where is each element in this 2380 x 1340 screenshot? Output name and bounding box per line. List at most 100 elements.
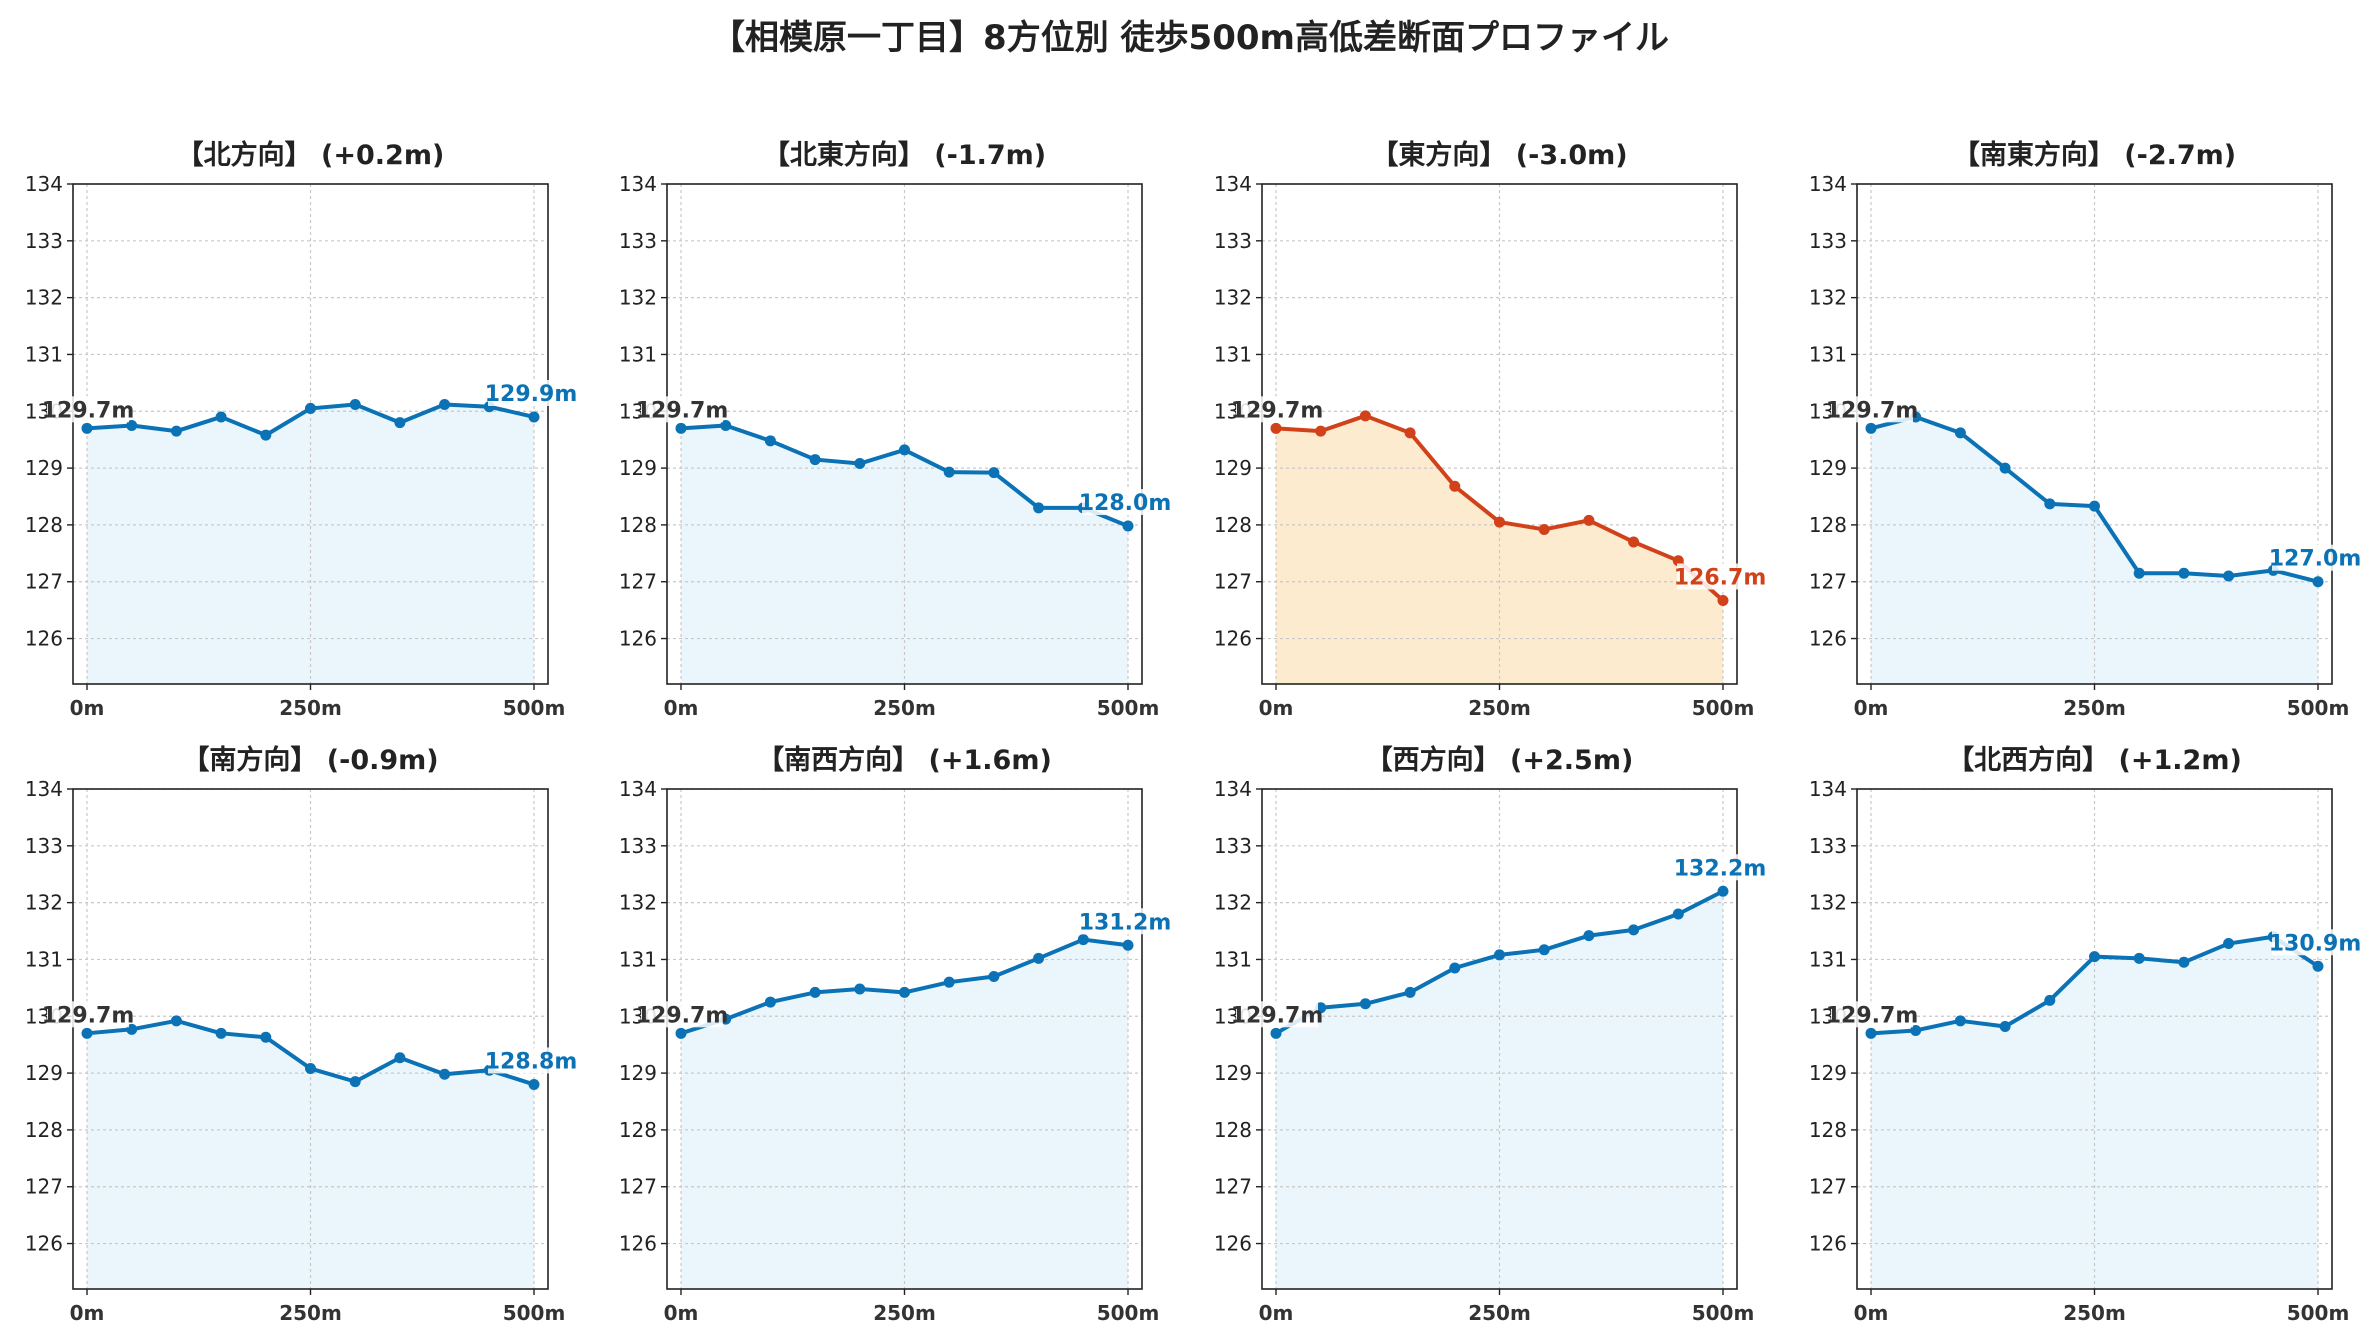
data-point: [1672, 908, 1684, 920]
data-point: [170, 1015, 182, 1027]
data-point: [1910, 1024, 1922, 1036]
data-point: [2089, 500, 2100, 512]
y-tick-label: 134: [25, 777, 63, 801]
y-tick-label: 126: [619, 627, 657, 651]
y-tick-label: 132: [619, 286, 657, 310]
start-value-label: 129.7m: [42, 398, 135, 423]
subplot-title: 【南方向】 (-0.9m): [182, 744, 438, 776]
y-tick-label: 131: [1214, 342, 1252, 366]
y-tick-label: 126: [1214, 627, 1252, 651]
y-tick-label: 134: [1214, 777, 1252, 801]
end-value-label: 129.9m: [485, 382, 578, 407]
data-point: [764, 996, 776, 1008]
subplot-title: 【南西方向】 (+1.6m): [757, 744, 1052, 776]
y-tick-label: 131: [619, 947, 657, 971]
data-point: [1538, 523, 1550, 535]
y-tick-label: 129: [25, 1061, 63, 1085]
data-point: [854, 458, 866, 470]
y-tick-label: 128: [25, 1118, 63, 1142]
y-tick-label: 127: [1214, 1175, 1252, 1199]
y-tick-label: 128: [1214, 513, 1252, 537]
subplot-title: 【南東方向】 (-2.7m): [1953, 139, 2236, 171]
end-value-label: 130.9m: [2269, 931, 2362, 956]
end-label-bg: [1082, 489, 1168, 516]
data-point: [1270, 1027, 1282, 1039]
end-label-bg: [488, 379, 574, 406]
y-tick-label: 126: [1809, 627, 1847, 651]
y-tick-label: 134: [1809, 777, 1847, 801]
x-tick-label: 250m: [873, 1301, 936, 1325]
data-point: [1583, 514, 1595, 526]
x-tick-label: 0m: [1259, 1301, 1294, 1325]
data-point: [2178, 956, 2190, 968]
y-tick-label: 126: [1214, 1232, 1252, 1256]
y-tick-label: 134: [25, 172, 63, 196]
data-point: [1865, 422, 1877, 434]
data-point: [305, 1063, 316, 1075]
y-tick-label: 126: [25, 627, 63, 651]
data-point: [394, 417, 406, 429]
data-point: [764, 435, 776, 447]
y-tick-label: 127: [1809, 570, 1847, 594]
x-tick-label: 0m: [1854, 1301, 1889, 1325]
y-tick-label: 129: [1809, 1061, 1847, 1085]
data-point: [215, 411, 227, 423]
data-point: [1033, 952, 1045, 964]
end-value-label: 127.0m: [2269, 547, 2362, 572]
y-tick-label: 126: [25, 1232, 63, 1256]
data-point: [943, 466, 955, 478]
end-value-label: 131.2m: [1079, 910, 1172, 935]
y-tick-label: 133: [25, 834, 63, 858]
data-point: [1717, 885, 1729, 897]
data-point: [809, 986, 821, 998]
y-tick-label: 129: [1214, 456, 1252, 480]
data-point: [528, 1078, 540, 1090]
data-point: [1315, 425, 1327, 437]
start-label-bg: [47, 396, 129, 423]
data-point: [1538, 944, 1550, 956]
end-label-bg: [2272, 929, 2358, 956]
data-point: [1954, 1015, 1966, 1027]
subplot-title: 【西方向】 (+2.5m): [1366, 744, 1634, 776]
y-tick-label: 132: [1214, 891, 1252, 915]
end-value-label: 128.0m: [1079, 491, 1172, 516]
end-label-bg: [1677, 854, 1763, 881]
data-point: [170, 425, 182, 437]
subplot-title: 【北西方向】 (+1.2m): [1947, 744, 2242, 776]
area-fill: [1276, 415, 1723, 684]
x-tick-label: 500m: [503, 696, 566, 720]
y-tick-label: 127: [619, 570, 657, 594]
data-point: [260, 1031, 272, 1043]
data-point: [943, 976, 955, 988]
end-label-bg: [1677, 563, 1763, 590]
data-point: [1999, 462, 2011, 474]
y-tick-label: 127: [1214, 570, 1252, 594]
start-label-bg: [47, 1001, 129, 1028]
y-tick-label: 133: [1214, 229, 1252, 253]
data-point: [988, 971, 1000, 982]
data-point: [215, 1027, 227, 1039]
y-tick-label: 126: [1809, 1232, 1847, 1256]
start-value-label: 129.7m: [1231, 1003, 1324, 1028]
y-tick-label: 134: [1214, 172, 1252, 196]
x-tick-label: 0m: [70, 1301, 105, 1325]
y-tick-label: 131: [25, 342, 63, 366]
data-point: [439, 1068, 451, 1080]
data-point: [1999, 1021, 2011, 1032]
y-tick-label: 132: [619, 891, 657, 915]
data-point: [2312, 960, 2324, 972]
y-tick-label: 127: [25, 1175, 63, 1199]
end-label-bg: [1082, 908, 1168, 935]
y-tick-label: 127: [25, 570, 63, 594]
y-tick-label: 132: [25, 891, 63, 915]
data-point: [1954, 427, 1966, 439]
y-tick-label: 134: [619, 172, 657, 196]
x-tick-label: 500m: [1692, 1301, 1755, 1325]
data-point: [720, 419, 732, 431]
y-tick-label: 128: [619, 513, 657, 537]
x-tick-label: 0m: [664, 1301, 699, 1325]
